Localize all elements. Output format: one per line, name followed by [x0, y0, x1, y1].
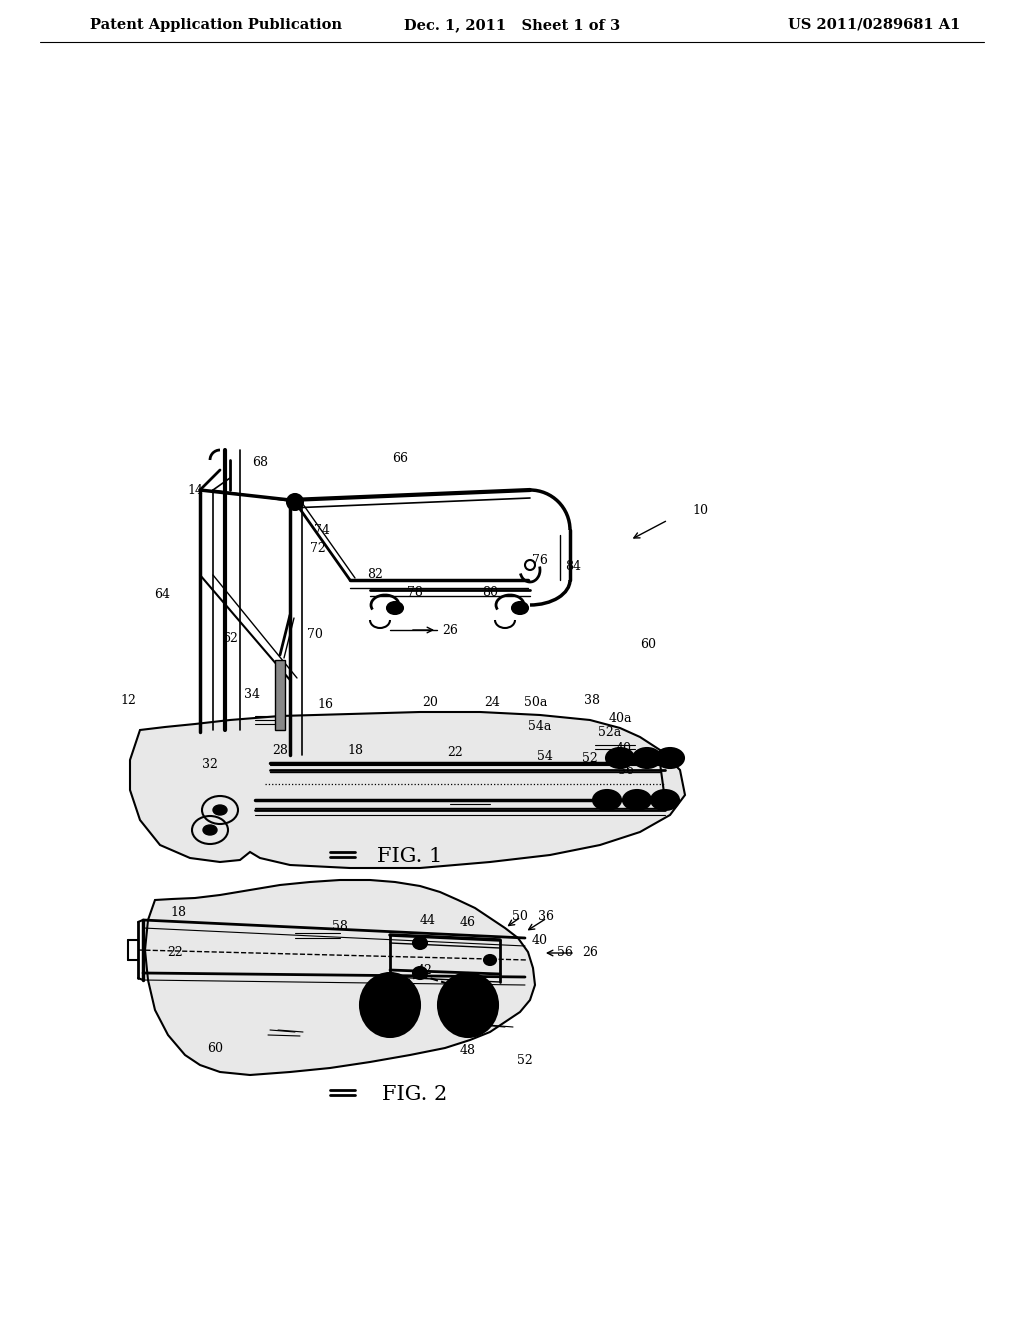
Ellipse shape — [593, 789, 621, 810]
Text: US 2011/0289681 A1: US 2011/0289681 A1 — [787, 18, 961, 32]
Ellipse shape — [287, 494, 303, 510]
Text: 68: 68 — [252, 455, 268, 469]
Ellipse shape — [438, 973, 498, 1038]
Text: 52: 52 — [582, 751, 598, 764]
Text: 80: 80 — [482, 586, 498, 598]
Text: 22: 22 — [167, 946, 183, 960]
Text: 72: 72 — [310, 541, 326, 554]
Text: 48: 48 — [460, 1044, 476, 1056]
Ellipse shape — [601, 796, 613, 804]
Ellipse shape — [651, 789, 679, 810]
Text: 78: 78 — [408, 586, 423, 598]
Text: 32: 32 — [202, 759, 218, 771]
Text: 16: 16 — [317, 698, 333, 711]
Text: 36: 36 — [618, 763, 634, 776]
Ellipse shape — [213, 805, 227, 814]
Text: 10: 10 — [692, 503, 708, 516]
Text: 20: 20 — [422, 697, 438, 710]
Text: 82: 82 — [367, 569, 383, 582]
Text: 64: 64 — [154, 589, 170, 602]
Ellipse shape — [641, 754, 653, 762]
Ellipse shape — [484, 954, 496, 965]
Ellipse shape — [413, 968, 427, 979]
Text: 12: 12 — [120, 693, 136, 706]
Text: 54: 54 — [537, 751, 553, 763]
Text: 42: 42 — [417, 964, 433, 977]
Ellipse shape — [633, 748, 662, 768]
Text: 26: 26 — [582, 946, 598, 960]
Ellipse shape — [203, 825, 217, 836]
Text: 76: 76 — [532, 553, 548, 566]
Ellipse shape — [656, 748, 684, 768]
Polygon shape — [275, 660, 285, 730]
Text: 50: 50 — [512, 909, 528, 923]
Text: 14: 14 — [187, 483, 203, 496]
Text: 62: 62 — [222, 631, 238, 644]
Text: 38: 38 — [584, 693, 600, 706]
Ellipse shape — [606, 748, 634, 768]
Text: 18: 18 — [170, 906, 186, 919]
Text: 34: 34 — [244, 689, 260, 701]
Text: 22: 22 — [447, 746, 463, 759]
Text: 60: 60 — [207, 1041, 223, 1055]
Text: 26: 26 — [442, 623, 458, 636]
Text: FIG. 2: FIG. 2 — [382, 1085, 447, 1105]
Text: 54: 54 — [372, 998, 388, 1011]
Text: 40a: 40a — [608, 711, 632, 725]
Ellipse shape — [631, 796, 643, 804]
Ellipse shape — [623, 789, 651, 810]
Text: 46: 46 — [460, 916, 476, 928]
Text: 84: 84 — [565, 561, 581, 573]
Ellipse shape — [360, 973, 420, 1038]
Text: 74: 74 — [314, 524, 330, 536]
Text: 18: 18 — [347, 743, 362, 756]
Ellipse shape — [512, 602, 528, 614]
Ellipse shape — [456, 993, 480, 1018]
Text: 40: 40 — [616, 742, 632, 755]
Polygon shape — [145, 880, 535, 1074]
Text: 52a: 52a — [598, 726, 622, 738]
Ellipse shape — [664, 754, 676, 762]
Text: 28: 28 — [272, 743, 288, 756]
Text: 36: 36 — [538, 909, 554, 923]
Text: 56: 56 — [557, 945, 573, 958]
Text: 66: 66 — [392, 451, 408, 465]
Ellipse shape — [413, 937, 427, 949]
Text: Dec. 1, 2011   Sheet 1 of 3: Dec. 1, 2011 Sheet 1 of 3 — [403, 18, 621, 32]
Ellipse shape — [378, 993, 402, 1018]
Text: 54a: 54a — [528, 719, 552, 733]
Text: Patent Application Publication: Patent Application Publication — [90, 18, 342, 32]
Ellipse shape — [387, 602, 403, 614]
Text: 60: 60 — [640, 639, 656, 652]
Ellipse shape — [659, 796, 671, 804]
Text: 50a: 50a — [524, 697, 548, 710]
Text: 52: 52 — [517, 1053, 532, 1067]
Text: FIG. 1: FIG. 1 — [377, 847, 442, 866]
Text: 24: 24 — [484, 697, 500, 710]
Ellipse shape — [614, 754, 626, 762]
Polygon shape — [130, 711, 685, 869]
Text: 70: 70 — [307, 628, 323, 642]
Text: 44: 44 — [420, 913, 436, 927]
Text: 40: 40 — [532, 933, 548, 946]
Text: 58: 58 — [332, 920, 348, 932]
